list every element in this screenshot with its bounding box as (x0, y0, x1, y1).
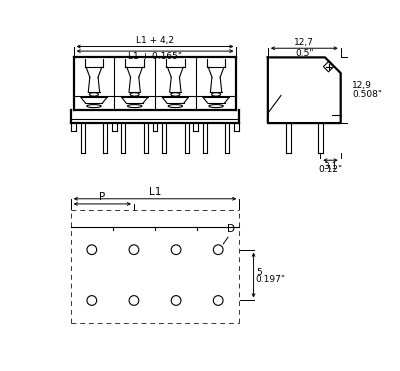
Text: 12,7: 12,7 (294, 38, 314, 47)
Text: 12,9: 12,9 (352, 82, 372, 91)
Text: 0.5": 0.5" (295, 49, 314, 58)
Text: 0.12": 0.12" (318, 165, 342, 174)
Text: 0.197": 0.197" (256, 275, 286, 284)
Text: 3,1: 3,1 (323, 162, 338, 171)
Text: P: P (99, 192, 106, 202)
Text: L1: L1 (149, 187, 161, 197)
Text: L1 + 4,2: L1 + 4,2 (136, 36, 174, 45)
Text: 5: 5 (256, 268, 262, 277)
Text: D: D (227, 224, 235, 234)
Text: L1 + 0.165": L1 + 0.165" (128, 52, 182, 61)
Text: 0.508": 0.508" (352, 90, 382, 99)
